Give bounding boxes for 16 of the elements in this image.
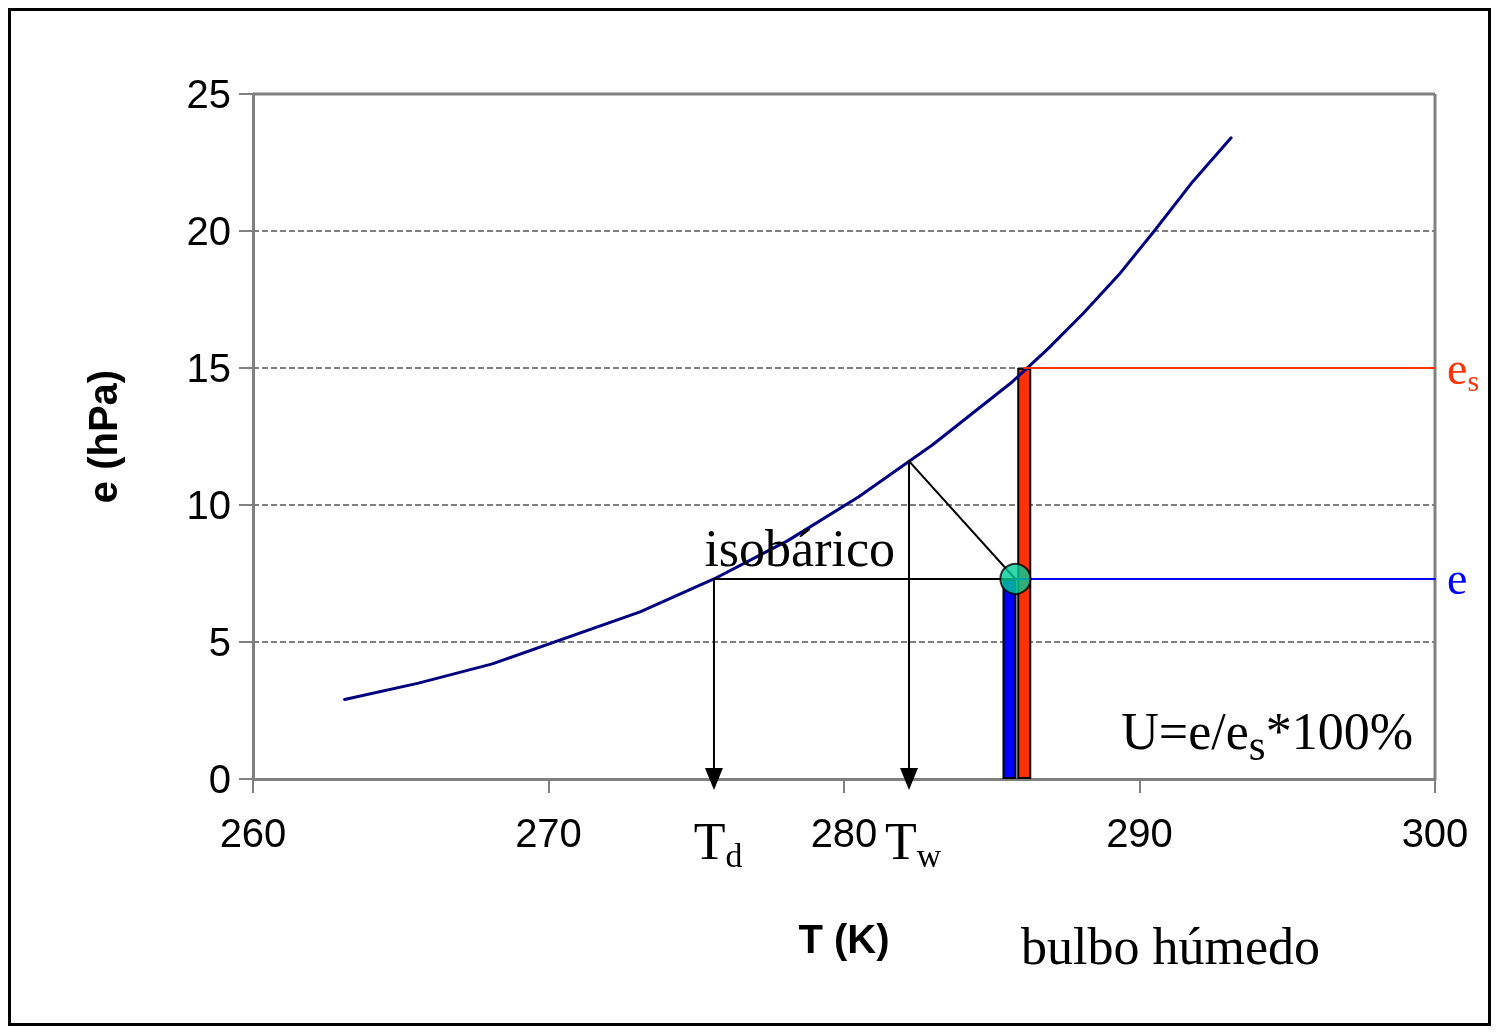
y-tick-label: 0	[208, 757, 231, 801]
series-label: e	[1447, 553, 1468, 605]
y-tick-label: 15	[186, 346, 231, 390]
x-tick-label: 290	[1106, 811, 1173, 855]
y-tick-label: 25	[186, 72, 231, 116]
x-axis-title: T (K)	[798, 917, 890, 961]
x-tick-label: 280	[810, 811, 878, 855]
y-axis-title: e (hPa)	[81, 369, 125, 504]
y-tick-label: 20	[186, 209, 231, 253]
y-tick-label: 10	[186, 483, 231, 527]
annotation: U=e/e$_{s}$*100%	[1121, 702, 1413, 772]
y-tick-label: 5	[208, 620, 231, 664]
x-tick-label: 260	[219, 811, 287, 855]
x-tick-label: 300	[1401, 811, 1469, 855]
x-tick-label: 270	[515, 811, 582, 855]
text: bulbo húmedo	[1021, 917, 1320, 977]
